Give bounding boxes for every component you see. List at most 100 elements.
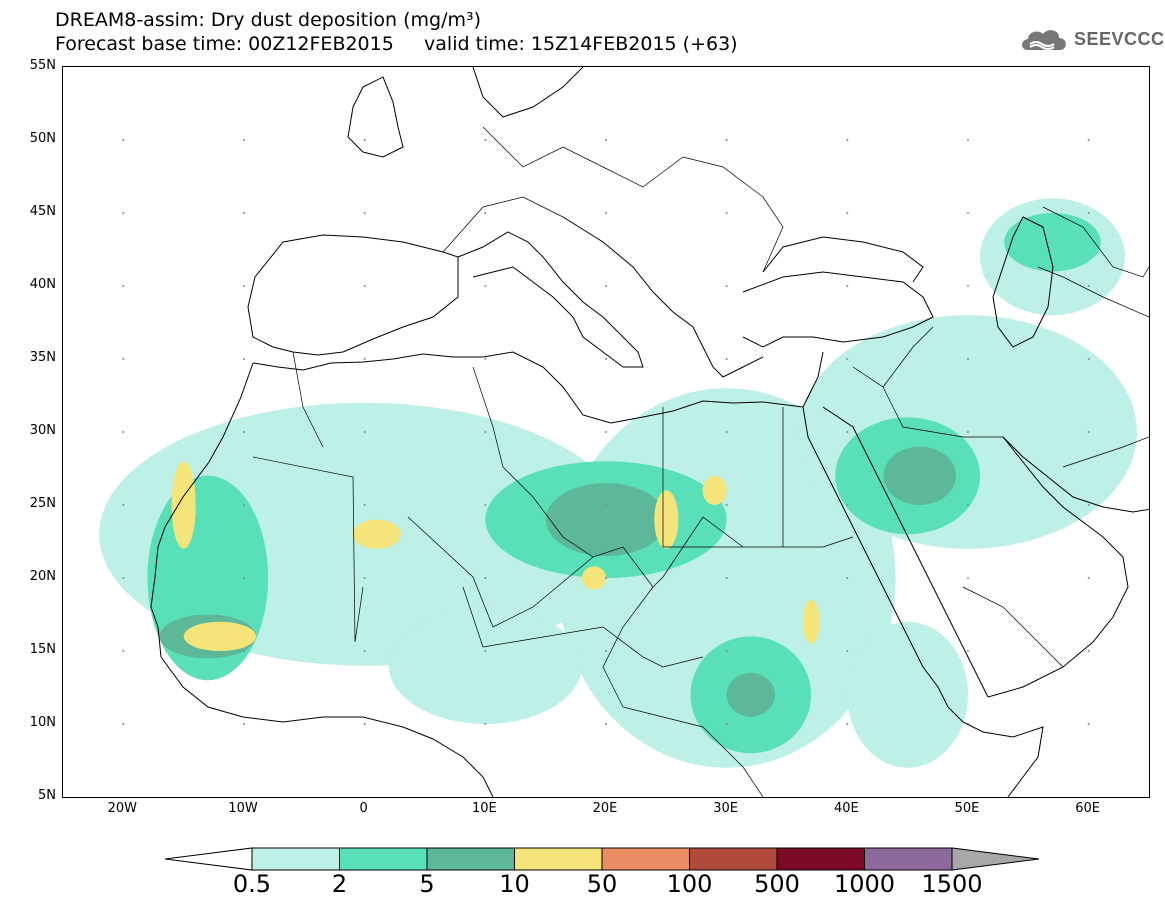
grid-dot bbox=[967, 650, 969, 652]
grid-dot bbox=[725, 358, 728, 360]
grid-dot bbox=[484, 358, 487, 360]
colorbar-label: 2 bbox=[331, 870, 348, 898]
colorbar-label: 5 bbox=[419, 870, 435, 898]
grid-dot bbox=[484, 723, 487, 725]
grid-dot bbox=[967, 577, 969, 579]
map-canvas bbox=[99, 67, 1149, 797]
grid-dot bbox=[1087, 577, 1090, 579]
grid-dot bbox=[1087, 650, 1090, 652]
grid-dot bbox=[122, 139, 125, 141]
colorbar-segment bbox=[426, 847, 515, 871]
grid-dot bbox=[846, 650, 849, 652]
colorbar-label: 1500 bbox=[921, 870, 983, 898]
lon-tick-label: 30E bbox=[713, 801, 739, 816]
lon-tick-label: 50E bbox=[954, 801, 980, 816]
grid-dot bbox=[122, 577, 125, 579]
grid-dot bbox=[122, 285, 125, 287]
grid-dot bbox=[605, 285, 607, 287]
deposition-region bbox=[726, 672, 775, 717]
grid-dot bbox=[725, 650, 728, 652]
grid-dot bbox=[363, 650, 366, 652]
deposition-region bbox=[654, 490, 679, 549]
lat-tick-label: 5N bbox=[38, 788, 56, 803]
grid-dot bbox=[363, 723, 366, 725]
lon-tick-label: 60E bbox=[1075, 801, 1101, 816]
grid-dot bbox=[243, 650, 245, 652]
lat-tick-label: 50N bbox=[29, 131, 56, 146]
deposition-region bbox=[802, 599, 820, 644]
colorbar-label: 50 bbox=[586, 870, 618, 898]
lat-tick-label: 45N bbox=[29, 204, 56, 219]
grid-dot bbox=[122, 358, 125, 360]
grid-dot bbox=[725, 285, 728, 287]
grid-dot bbox=[725, 139, 728, 141]
lat-tick-label: 10N bbox=[29, 715, 56, 730]
grid-dot bbox=[1087, 504, 1090, 506]
grid-dot bbox=[1087, 431, 1090, 433]
colorbar-label: 500 bbox=[754, 870, 800, 898]
lat-tick-label: 30N bbox=[29, 423, 56, 438]
grid-dot bbox=[243, 723, 245, 725]
grid-dot bbox=[484, 285, 487, 287]
deposition-region bbox=[1004, 213, 1101, 272]
grid-dot bbox=[967, 139, 969, 141]
grid-dot bbox=[122, 650, 125, 652]
grid-dot bbox=[363, 431, 366, 433]
colorbar-label: 10 bbox=[499, 870, 530, 898]
grid-dot bbox=[605, 577, 607, 579]
grid-dot bbox=[1087, 358, 1090, 360]
grid-dot bbox=[846, 139, 849, 141]
grid-dot bbox=[725, 577, 728, 579]
grid-dot bbox=[1087, 139, 1090, 141]
map-subtitle: Forecast base time: 00Z12FEB2015 valid t… bbox=[55, 33, 738, 55]
lat-tick-label: 55N bbox=[29, 58, 56, 73]
grid-dot bbox=[363, 504, 366, 506]
grid-dot bbox=[363, 139, 366, 141]
colorbar-label: 100 bbox=[666, 870, 713, 898]
lat-tick-label: 15N bbox=[29, 642, 56, 657]
grid-dot bbox=[363, 358, 366, 360]
grid-dot bbox=[484, 212, 487, 214]
grid-dot bbox=[484, 650, 487, 652]
grid-dot bbox=[1087, 723, 1090, 725]
colorbar-under-arrow bbox=[165, 847, 253, 871]
grid-dot bbox=[243, 285, 245, 287]
map-title: DREAM8-assim: Dry dust deposition (mg/m³… bbox=[55, 9, 482, 31]
grid-dot bbox=[243, 212, 245, 214]
grid-dot bbox=[363, 285, 366, 287]
grid-dot bbox=[605, 650, 607, 652]
grid-dot bbox=[363, 577, 366, 579]
lat-tick-label: 35N bbox=[29, 350, 56, 365]
grid-dot bbox=[967, 431, 969, 433]
colorbar-segment bbox=[601, 847, 690, 871]
lon-tick-label: 10W bbox=[228, 801, 258, 816]
lon-tick-label: 20W bbox=[107, 801, 138, 816]
grid-dot bbox=[725, 504, 728, 506]
grid-dot bbox=[484, 504, 487, 506]
grid-dot bbox=[484, 139, 487, 141]
deposition-shading bbox=[99, 198, 1137, 768]
grid-dot bbox=[605, 723, 607, 725]
map-area bbox=[62, 66, 1150, 798]
grid-dot bbox=[122, 212, 125, 214]
grid-dot bbox=[967, 212, 969, 214]
grid-dot bbox=[846, 285, 849, 287]
deposition-region bbox=[183, 621, 257, 652]
lon-tick-label: 0 bbox=[359, 801, 368, 816]
grid-dot bbox=[846, 212, 849, 214]
grid-dot bbox=[1087, 285, 1090, 287]
colorbar-segment bbox=[776, 847, 865, 871]
coastlines bbox=[150, 67, 1149, 797]
grid-dot bbox=[122, 723, 125, 725]
grid-dot bbox=[484, 431, 487, 433]
grid-dot bbox=[243, 504, 245, 506]
grid-dot bbox=[725, 212, 728, 214]
grid-dot bbox=[243, 139, 245, 141]
grid-dot bbox=[243, 431, 245, 433]
deposition-region bbox=[883, 446, 956, 505]
grid-dot bbox=[243, 358, 245, 360]
colorbar-label: 0.5 bbox=[232, 870, 272, 898]
grid-dot bbox=[243, 577, 245, 579]
colorbar-segment bbox=[514, 847, 603, 871]
deposition-region bbox=[545, 483, 667, 557]
